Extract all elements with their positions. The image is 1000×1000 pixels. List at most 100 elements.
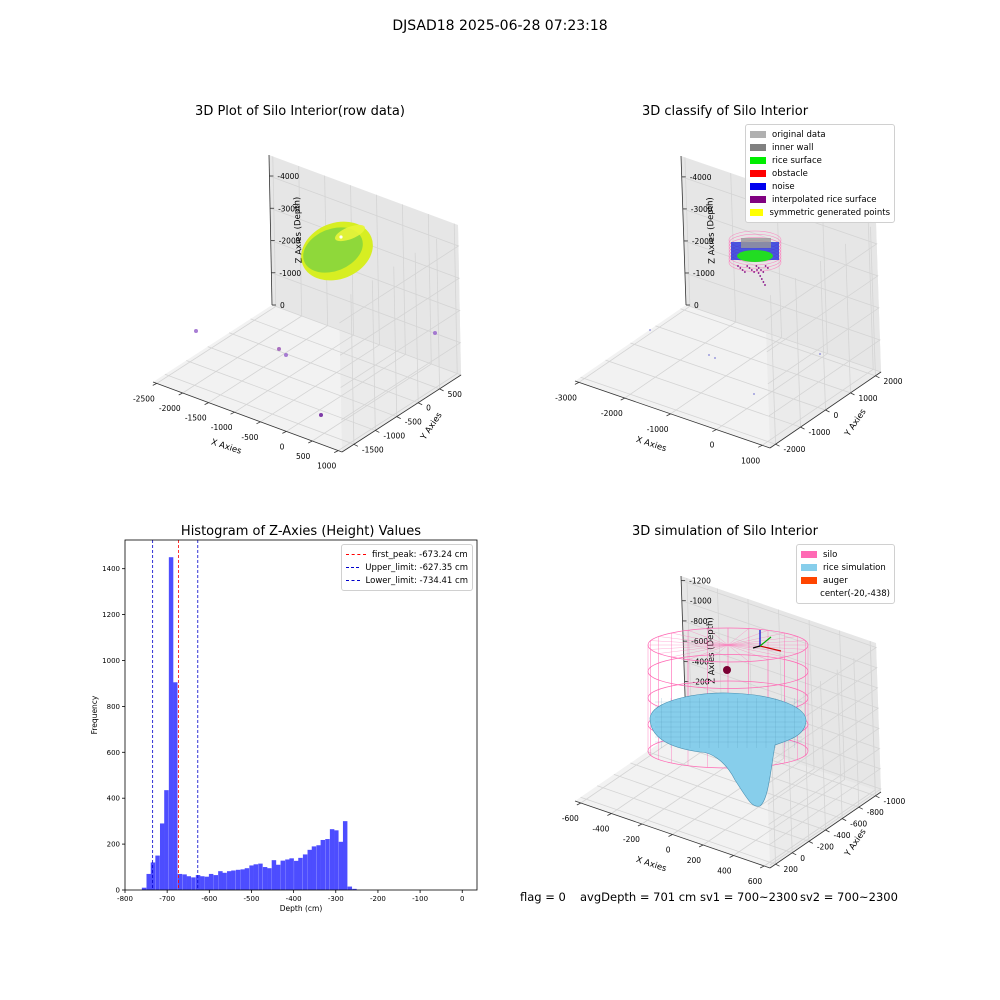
legend-swatch <box>801 551 817 558</box>
p1-z-tick-label: -1000 <box>279 269 301 278</box>
p2-y-grid <box>580 295 776 445</box>
legend-label: noise <box>772 181 795 192</box>
p2-noise-band <box>731 242 779 260</box>
p4-x-tick <box>729 855 734 858</box>
p2-wall-ring <box>728 233 782 253</box>
hist-y-tick-label: 600 <box>107 749 120 757</box>
p1-rice-ring <box>301 221 373 281</box>
p2-interpolated-point <box>755 265 758 267</box>
p2-wall-ring <box>728 237 782 256</box>
p1-floor-pane <box>153 305 461 452</box>
hist-bar <box>253 864 259 890</box>
p1-x-tick <box>230 411 235 415</box>
legend-entry: silo <box>801 548 890 561</box>
legend-entry: symmetric generated points <box>750 206 890 219</box>
p4-silo-ring <box>647 707 809 742</box>
legend-label: auger <box>823 575 848 586</box>
p1-y-tick-label: -1000 <box>383 431 405 440</box>
legend-swatch <box>750 157 766 164</box>
hist-y-tick-label: 800 <box>107 703 120 711</box>
p1-y-grid <box>229 252 419 404</box>
legend-entry: interpolated rice surface <box>750 193 890 206</box>
hist-x-tick-label: -700 <box>159 895 175 903</box>
p1-z-axis-line <box>268 154 273 306</box>
p1-x-tick <box>178 392 183 396</box>
p4-y-tick-label: -200 <box>817 842 834 851</box>
p2-interpolated-point <box>762 281 765 283</box>
hist-bar <box>168 557 174 890</box>
p2-interpolated-point <box>760 278 763 280</box>
p2-x-tick-label: 0 <box>710 441 715 450</box>
p1-rice-cloud <box>301 221 373 281</box>
p4-z-grid <box>682 620 879 765</box>
hist-bar <box>155 855 160 890</box>
p1-y-tick <box>375 430 380 433</box>
p2-wall-ring <box>728 249 782 269</box>
p1-z-tick-label: -3000 <box>278 204 300 213</box>
p4-silo-roof-spoke <box>727 628 749 646</box>
histogram-legend: first_peak: -673.24 cm Upper_limit: -627.… <box>341 544 473 591</box>
p1-noise-point <box>277 347 281 351</box>
hist-x-tick-label: -600 <box>201 895 217 903</box>
footer-sv1: sv1 = 700~2300 <box>700 890 798 904</box>
p4-silo-ring <box>647 654 809 689</box>
p1-noise-point <box>319 413 323 417</box>
hist-bar <box>177 873 183 890</box>
legend-entry: obstacle <box>750 167 890 180</box>
p2-wall-ring <box>728 230 782 250</box>
hist-bar <box>325 839 330 890</box>
p2-y-tick <box>800 426 805 430</box>
p1-z-grid <box>271 304 462 453</box>
legend-entry: rice simulation <box>801 561 890 574</box>
p1-x-tick <box>334 450 339 453</box>
hist-bar <box>213 875 218 890</box>
p2-y-tick-label: 1000 <box>858 394 877 403</box>
legend-label: Upper_limit: -627.35 cm <box>365 562 468 573</box>
p1-y-tick-label: 0 <box>426 404 431 413</box>
p1-noise-point <box>284 353 288 357</box>
p1-z-axis-label: Z Axies (Depth) <box>292 197 304 264</box>
p2-x-grid <box>624 173 737 399</box>
p2-y-tick <box>875 375 880 379</box>
p1-z-tick-label: -4000 <box>277 172 299 181</box>
p2-z-tick-label: 0 <box>694 301 699 310</box>
legend-label: silo <box>823 549 838 560</box>
p1-z-grid <box>271 272 462 421</box>
hist-y-tick-label: 200 <box>107 841 120 849</box>
hist-bar <box>208 873 214 890</box>
p4-z-grid <box>684 681 881 825</box>
hist-bar <box>182 874 187 890</box>
p2-wall-ring <box>728 243 782 263</box>
p2-x-tick-label: -1000 <box>647 425 669 434</box>
hist-bar <box>186 876 192 890</box>
hist-bar <box>164 790 169 890</box>
p1-y-grid <box>250 238 440 390</box>
legend-label: rice simulation <box>823 562 886 573</box>
p4-y-tick-label: -800 <box>867 808 884 817</box>
p4-center-marker <box>723 666 731 674</box>
p2-interpolated-point <box>759 275 762 277</box>
p4-x-tick <box>637 823 643 827</box>
legend-entry: center(-20,-438) <box>801 587 890 600</box>
hist-bar <box>146 873 151 890</box>
legend-label: Lower_limit: -734.41 cm <box>365 575 468 586</box>
p4-x-tick-label: 0 <box>666 846 671 855</box>
p2-interpolated-point <box>753 271 755 273</box>
hist-bar <box>262 867 268 890</box>
p2-floor-pane <box>575 305 881 448</box>
hist-bar <box>195 875 201 890</box>
p2-interpolated-point <box>767 267 769 269</box>
hist-bar <box>271 860 277 890</box>
hist-x-tick-label: -500 <box>244 895 260 903</box>
p4-silo-roof-spoke <box>727 630 769 646</box>
hist-bar <box>280 860 286 890</box>
hist-y-tick-label: 1400 <box>102 565 120 573</box>
footer-avg-depth: avgDepth = 701 cm <box>580 890 697 904</box>
hist-bar <box>352 888 357 890</box>
hist-bar <box>294 860 299 890</box>
p2-y-tick-label: 2000 <box>883 377 902 386</box>
p1-x-axis-label: X Axies <box>210 437 243 456</box>
p1-x-tick-label: 500 <box>296 452 311 461</box>
p2-x-grid <box>578 157 691 383</box>
hist-bar <box>347 886 353 890</box>
